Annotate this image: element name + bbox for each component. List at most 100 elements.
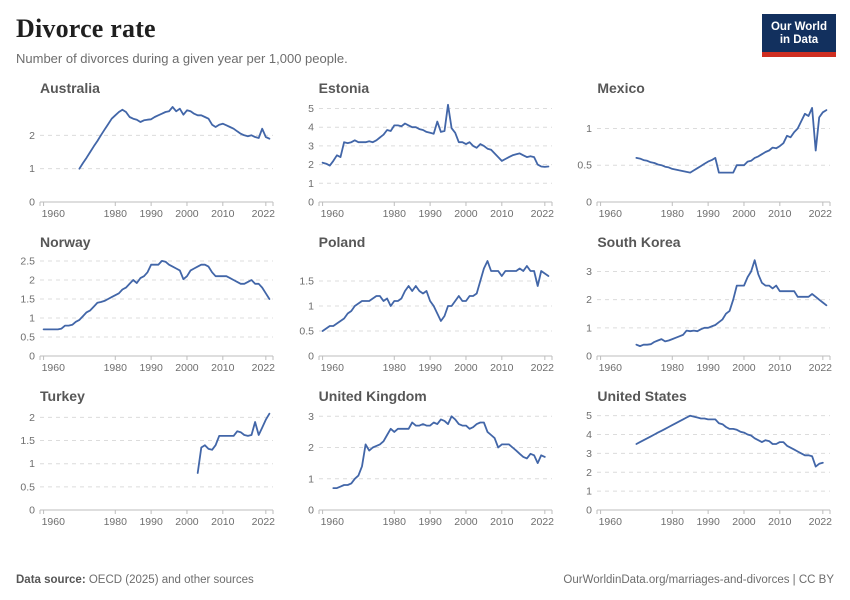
chart-poland: Poland 0 0.5 1 1.5 1960 1980 1990 2000 2010 2022 [293, 234, 558, 379]
svg-text:1980: 1980 [661, 208, 685, 220]
svg-text:0.5: 0.5 [20, 481, 35, 493]
data-source-text: OECD (2025) and other sources [85, 574, 254, 586]
svg-text:2010: 2010 [211, 362, 235, 374]
svg-text:0: 0 [308, 505, 314, 517]
svg-text:1960: 1960 [599, 516, 623, 528]
svg-text:1990: 1990 [139, 362, 163, 374]
svg-text:1: 1 [29, 163, 35, 175]
svg-text:1: 1 [308, 178, 314, 190]
svg-text:1: 1 [308, 473, 314, 485]
chart-australia: Australia 0 1 2 1960 1980 1990 2000 2010 2022 [14, 80, 279, 225]
svg-text:1.5: 1.5 [20, 293, 35, 305]
svg-text:2000: 2000 [733, 208, 757, 220]
svg-text:2022: 2022 [530, 362, 554, 374]
header-text: Divorce rate Number of divorces during a… [14, 12, 348, 66]
svg-text:1980: 1980 [104, 208, 128, 220]
svg-text:2000: 2000 [175, 362, 199, 374]
svg-text:2: 2 [29, 130, 35, 142]
svg-text:1: 1 [308, 301, 314, 313]
svg-text:2000: 2000 [454, 516, 478, 528]
svg-text:1990: 1990 [697, 362, 721, 374]
svg-text:0: 0 [29, 351, 35, 363]
svg-text:1.5: 1.5 [299, 276, 314, 288]
svg-text:1980: 1980 [104, 362, 128, 374]
chart-united-kingdom: United Kingdom 0 1 2 3 1960 1980 1990 2000 2010 2… [293, 388, 558, 533]
chart-norway: Norway 0 0.5 1 1.5 2 2.5 1960 1980 1990 2000 2010 2… [14, 234, 279, 379]
svg-text:0: 0 [29, 197, 35, 209]
svg-text:1960: 1960 [320, 516, 344, 528]
facet-title: Turkey [40, 388, 85, 404]
svg-text:5: 5 [308, 103, 314, 115]
svg-text:2000: 2000 [733, 516, 757, 528]
svg-text:2022: 2022 [809, 208, 833, 220]
svg-text:1990: 1990 [139, 516, 163, 528]
svg-text:3: 3 [586, 448, 592, 460]
svg-text:0: 0 [308, 197, 314, 209]
svg-text:2: 2 [586, 467, 592, 479]
owid-logo-line2: in Data [779, 34, 819, 46]
data-source-note: Data source: OECD (2025) and other sourc… [16, 574, 254, 586]
facet-title: United States [597, 388, 687, 404]
svg-text:1990: 1990 [697, 208, 721, 220]
svg-text:2010: 2010 [768, 362, 792, 374]
line-chart-canvas: 0 0.5 1 1960 1980 1990 2000 2010 2022 [578, 106, 833, 220]
chart-united-states: United States 0 1 2 3 4 5 1960 1980 1990 2000 2010… [571, 388, 836, 533]
svg-text:2022: 2022 [530, 208, 554, 220]
svg-text:1990: 1990 [418, 516, 442, 528]
svg-text:1960: 1960 [320, 208, 344, 220]
svg-text:2010: 2010 [768, 208, 792, 220]
svg-text:2000: 2000 [175, 516, 199, 528]
svg-text:2022: 2022 [809, 516, 833, 528]
svg-text:2010: 2010 [490, 208, 514, 220]
svg-text:1: 1 [586, 486, 592, 498]
line-chart-canvas: 0 0.5 1 1.5 1960 1980 1990 2000 2010 2022 [299, 260, 554, 374]
svg-text:2.5: 2.5 [20, 255, 35, 267]
svg-text:1980: 1980 [104, 516, 128, 528]
svg-text:0.5: 0.5 [299, 326, 314, 338]
svg-text:2: 2 [29, 274, 35, 286]
svg-text:1990: 1990 [418, 208, 442, 220]
svg-text:1980: 1980 [382, 208, 406, 220]
svg-text:2000: 2000 [175, 208, 199, 220]
small-multiples-grid: Australia 0 1 2 1960 1980 1990 2000 2010 2022 Es… [14, 80, 836, 533]
svg-text:1960: 1960 [42, 208, 66, 220]
facet-title: South Korea [597, 234, 681, 250]
chart-estonia: Estonia 0 1 2 3 4 5 1960 1980 1990 2000 2010 2022 [293, 80, 558, 225]
owid-attribution-link[interactable]: OurWorldinData.org/marriages-and-divorce… [563, 574, 834, 586]
svg-text:1: 1 [586, 322, 592, 334]
svg-text:1980: 1980 [382, 516, 406, 528]
svg-text:1980: 1980 [661, 516, 685, 528]
svg-text:5: 5 [586, 410, 592, 422]
svg-text:2: 2 [308, 442, 314, 454]
svg-text:0.5: 0.5 [20, 331, 35, 343]
svg-text:1990: 1990 [418, 362, 442, 374]
svg-text:1990: 1990 [139, 208, 163, 220]
facet-title: Estonia [318, 80, 370, 96]
svg-text:2: 2 [308, 159, 314, 171]
svg-text:2022: 2022 [809, 362, 833, 374]
svg-text:1: 1 [29, 458, 35, 470]
svg-text:2000: 2000 [733, 362, 757, 374]
svg-text:0.5: 0.5 [578, 160, 593, 172]
owid-logo: Our World in Data [762, 14, 836, 57]
svg-text:1: 1 [586, 123, 592, 135]
line-chart-canvas: 0 0.5 1 1.5 2 1960 1980 1990 2000 2010 2022 [20, 412, 276, 528]
line-chart-canvas: 0 1 2 3 1960 1980 1990 2000 2010 2022 [308, 411, 554, 528]
svg-text:0: 0 [308, 351, 314, 363]
svg-text:2: 2 [29, 412, 35, 424]
svg-text:2022: 2022 [252, 362, 276, 374]
svg-text:1: 1 [29, 312, 35, 324]
svg-text:2022: 2022 [530, 516, 554, 528]
svg-text:2022: 2022 [252, 516, 276, 528]
svg-text:1960: 1960 [599, 362, 623, 374]
line-chart-canvas: 0 0.5 1 1.5 2 2.5 1960 1980 1990 2000 2010 2022 [20, 255, 276, 374]
svg-text:2000: 2000 [454, 208, 478, 220]
svg-text:4: 4 [308, 122, 314, 134]
svg-text:4: 4 [586, 429, 592, 441]
chart-south-korea: South Korea 0 1 2 3 1960 1980 1990 2000 2010 2022 [571, 234, 836, 379]
facet-title: United Kingdom [318, 388, 427, 404]
svg-text:1960: 1960 [320, 362, 344, 374]
svg-text:1960: 1960 [42, 362, 66, 374]
svg-text:1980: 1980 [661, 362, 685, 374]
